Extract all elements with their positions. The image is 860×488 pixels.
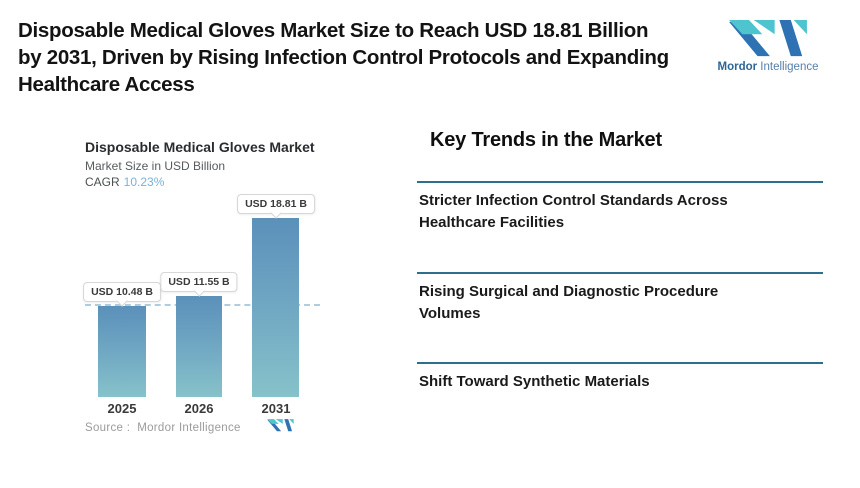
trend-item-3-line-1: Shift Toward Synthetic Materials (419, 373, 650, 390)
x-axis-label-2031: 2031 (261, 401, 291, 416)
bar-2025 (98, 306, 146, 397)
trend-divider-2 (417, 272, 823, 274)
trend-item-2-line-2: Volumes (419, 305, 481, 322)
trend-item-2-line-1: Rising Surgical and Diagnostic Procedure (419, 283, 719, 300)
cagr-label: CAGR (85, 175, 120, 189)
trend-item-3: Shift Toward Synthetic Materials (419, 371, 650, 393)
value-badge-2031: USD 18.81 B (237, 194, 315, 214)
brand-name: Mordor Intelligence (714, 61, 822, 73)
trend-item-1: Stricter Infection Control Standards Acr… (419, 190, 728, 234)
trend-item-2: Rising Surgical and Diagnostic Procedure… (419, 281, 718, 325)
page-title: Disposable Medical Gloves Market Size to… (18, 17, 669, 98)
trend-divider-1 (417, 181, 823, 183)
mordor-intelligence-mark-icon (267, 419, 294, 432)
mordor-intelligence-logo-icon (729, 20, 807, 57)
page-title-line-3: Healthcare Access (18, 73, 195, 96)
source-label: Source : Mordor Intelligence (85, 422, 241, 434)
bar-2031 (252, 218, 299, 397)
bar-2026 (176, 296, 222, 397)
page-title-line-1: Disposable Medical Gloves Market Size to… (18, 19, 649, 42)
trend-item-1-line-2: Healthcare Facilities (419, 214, 565, 231)
x-axis-label-2026: 2026 (184, 401, 214, 416)
cagr-value: 10.23% (123, 175, 165, 189)
trend-divider-3 (417, 362, 823, 364)
value-badge-2026: USD 11.55 B (160, 272, 238, 292)
chart-title: Disposable Medical Gloves Market (85, 139, 315, 155)
chart-cagr: CAGR 10.23% (85, 175, 164, 189)
value-badge-2025: USD 10.48 B (83, 282, 161, 302)
chart-subtitle: Market Size in USD Billion (85, 159, 226, 173)
brand-name-light: Intelligence (757, 61, 819, 73)
trend-item-1-line-1: Stricter Infection Control Standards Acr… (419, 192, 728, 209)
page-title-line-2: by 2031, Driven by Rising Infection Cont… (18, 46, 669, 69)
brand-name-bold: Mordor (717, 61, 758, 73)
mini-brand-logo (267, 419, 294, 437)
x-axis-label-2025: 2025 (107, 401, 137, 416)
brand-logo: Mordor Intelligence (714, 20, 822, 73)
trends-heading: Key Trends in the Market (430, 129, 662, 151)
